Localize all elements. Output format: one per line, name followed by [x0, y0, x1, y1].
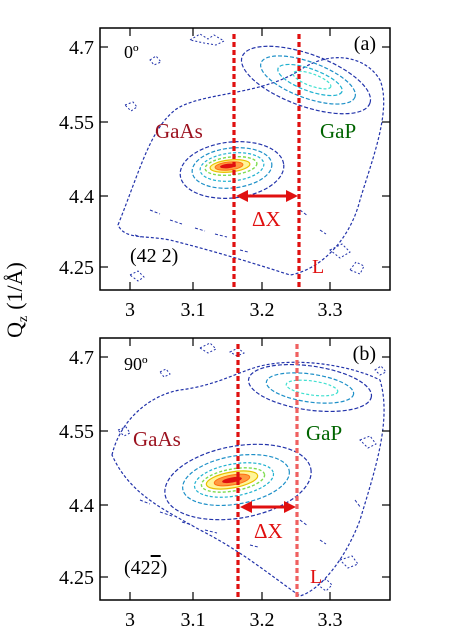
- panel-a-angle-label: 0º: [124, 42, 139, 62]
- panel-a-y-tick-label: 4.4: [69, 186, 94, 208]
- panel-a-gaas-label: GaAs: [155, 119, 203, 143]
- panel-b-y-ticks: [100, 356, 390, 578]
- panel-b-y-tick-label: 4.4: [69, 495, 94, 517]
- panel-b-frame: [99, 337, 391, 601]
- panel-a-x-tick-labels: 3 3.1 3.2 3.3: [125, 299, 343, 321]
- panel-b-contour-noise-1: [117, 342, 387, 592]
- panel-a-x-tick-label: 3.2: [250, 299, 275, 321]
- panel-b-gap-contour-2: [265, 372, 355, 404]
- panel-b-gaas-contour-3: [193, 462, 275, 498]
- panel-b-x-tick-label: 3: [125, 609, 135, 631]
- panel-b-panel-label: (b): [353, 343, 376, 365]
- panel-a-contour-noise-1: [124, 33, 365, 282]
- panel-a: 4.7 4.55 4.4 4.25 3 3.1 3.2 3.3 0º (a) G…: [59, 27, 391, 321]
- panel-b-y-tick-label: 4.25: [59, 567, 94, 589]
- panel-a-frame: [99, 27, 391, 291]
- panel-b-gap-contour-3: [285, 379, 339, 397]
- panel-b-plot-area: [111, 342, 387, 597]
- panel-a-contour-outer: [117, 57, 385, 276]
- panel-a-gap-contour-4: [292, 70, 332, 90]
- panel-a-y-ticks: [100, 46, 390, 268]
- panel-a-y-tick-label: 4.7: [69, 37, 94, 59]
- panel-b-contour-noise-2: [139, 499, 362, 548]
- panel-b-y-tick-labels: 4.7 4.55 4.4 4.25: [59, 347, 94, 589]
- panel-a-panel-label: (a): [354, 33, 376, 55]
- panel-a-gap-label: GaP: [320, 119, 356, 143]
- panel-b-angle-label: 90º: [124, 354, 148, 374]
- panel-b-contour-outer: [111, 361, 385, 597]
- panel-b-x-tick-labels: 3 3.1 3.2 3.3: [125, 609, 343, 631]
- panel-b-y-tick-label: 4.55: [59, 421, 94, 443]
- y-axis-label-subscript: z: [16, 316, 31, 322]
- panel-a-y-tick-labels: 4.7 4.55 4.4 4.25: [59, 37, 94, 279]
- panel-a-relaxed-label: L: [312, 256, 324, 278]
- panel-b-gaas-label: GaAs: [133, 427, 181, 451]
- panel-a-x-ticks: [129, 28, 331, 290]
- panel-a-gap-contour-1: [240, 45, 372, 115]
- svg-text:Qz(1/Å): Qz (1/Å): [2, 262, 31, 338]
- panel-b-gaas-contour-4: [200, 467, 266, 493]
- y-axis-label-unit: (1/Å): [2, 262, 27, 310]
- panel-b-reflection-close: ): [161, 557, 168, 579]
- panel-b-x-tick-label: 3.1: [181, 609, 206, 631]
- panel-b-gap-label: GaP: [306, 421, 342, 445]
- panel-a-y-tick-label: 4.25: [59, 257, 94, 279]
- panel-a-gaas-contour-1: [179, 141, 285, 199]
- y-axis-label-main: Q: [2, 322, 27, 338]
- panel-a-gaas-contour-4: [204, 155, 258, 177]
- panel-b-x-tick-label: 3.3: [318, 609, 343, 631]
- panel-a-gap-contour-3: [277, 63, 343, 97]
- panel-b-gaas-contour-2: [182, 453, 290, 507]
- panel-a-reflection-label: (42 2): [130, 245, 178, 267]
- panel-b-gaas-contour-1: [164, 443, 312, 521]
- panel-a-contour-noise-2: [134, 209, 327, 253]
- panel-b-gaas-peak: [222, 476, 242, 484]
- panel-b-delta-label: ΔX: [254, 519, 283, 543]
- panel-b-x-tick-label: 3.2: [250, 609, 275, 631]
- panel-a-gaas-peak: [220, 163, 236, 169]
- panel-b-x-ticks: [129, 338, 331, 600]
- panel-b-gap-contour-1: [247, 363, 373, 413]
- panel-a-gap-contour-2: [260, 55, 356, 105]
- panel-a-x-tick-label: 3.1: [181, 299, 206, 321]
- panel-b: 4.7 4.55 4.4 4.25 3 3.1 3.2 3.3 90º (b) …: [59, 337, 391, 631]
- panel-b-reflection-overbar: 2: [151, 557, 161, 579]
- panel-b-relaxed-label: L: [310, 566, 322, 588]
- panel-a-delta-arrow: [236, 190, 298, 202]
- panel-a-x-tick-label: 3: [125, 299, 135, 321]
- panel-a-y-tick-label: 4.55: [59, 112, 94, 134]
- panel-a-x-tick-label: 3.3: [318, 299, 343, 321]
- panel-b-reflection-label: (422): [124, 557, 167, 579]
- panel-b-delta-arrow: [240, 501, 296, 513]
- y-axis-label: Qz (1/Å): [2, 262, 31, 338]
- panel-a-delta-label: ΔX: [252, 207, 281, 231]
- panel-b-reflection-prefix: (42: [124, 557, 151, 579]
- panel-b-y-tick-label: 4.7: [69, 347, 94, 369]
- panel-a-plot-area: [117, 33, 385, 282]
